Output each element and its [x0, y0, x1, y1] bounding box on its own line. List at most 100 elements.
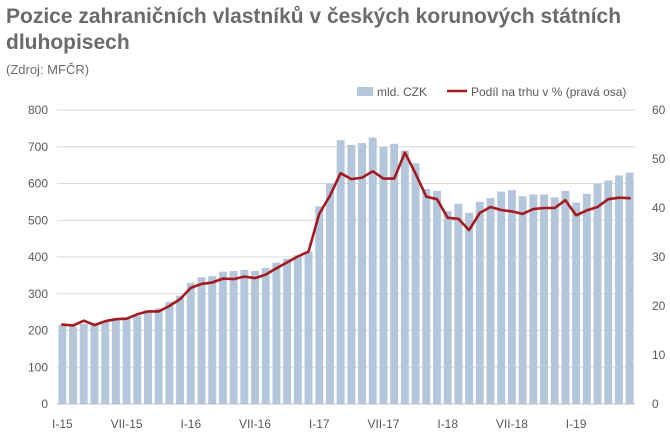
line-point	[147, 310, 149, 312]
bar	[529, 194, 538, 404]
bar	[154, 308, 163, 404]
bar	[604, 180, 613, 404]
line-point	[532, 208, 534, 210]
bar	[325, 183, 334, 404]
line-point	[115, 318, 117, 320]
line-point	[575, 214, 577, 216]
line-point	[211, 281, 213, 284]
bar	[358, 143, 367, 404]
bar	[293, 255, 302, 404]
bar	[176, 295, 185, 404]
line-point	[629, 197, 631, 199]
line-point	[168, 305, 170, 307]
bar	[240, 269, 249, 404]
bar	[144, 310, 152, 404]
bar	[304, 251, 313, 404]
legend-label-bars: mld. CZK	[377, 85, 427, 99]
y-tick-label: 200	[28, 324, 48, 338]
line-point	[297, 255, 299, 258]
line-point	[596, 206, 599, 208]
bar	[625, 172, 634, 404]
x-tick-label: I-15	[52, 417, 73, 431]
x-tick-label: VII-15	[111, 417, 143, 431]
bar	[582, 193, 591, 404]
y-tick-label: 400	[28, 250, 48, 264]
line-point	[425, 196, 427, 198]
line-point	[607, 198, 609, 200]
bar	[251, 270, 259, 404]
line-point	[468, 229, 470, 231]
bar	[283, 258, 292, 404]
bar	[411, 163, 420, 404]
bar	[443, 211, 452, 404]
bar	[208, 276, 217, 404]
bar	[272, 262, 281, 404]
y2-tick-label: 50	[652, 152, 666, 166]
bar	[550, 197, 559, 404]
gridlines	[57, 109, 635, 405]
line-point	[307, 251, 310, 253]
y-tick-label: 500	[28, 213, 48, 227]
bar	[518, 196, 527, 404]
bar	[69, 326, 78, 404]
line-point	[104, 320, 106, 322]
line-point	[479, 212, 481, 214]
bar	[58, 324, 67, 404]
line-point	[457, 218, 459, 220]
x-tick-label: I-19	[566, 417, 587, 431]
bar	[486, 198, 495, 404]
bar	[507, 190, 516, 404]
bar	[540, 194, 548, 404]
line-point	[511, 210, 513, 213]
y-tick-label: 800	[28, 103, 48, 117]
line-point	[254, 277, 256, 279]
y2-tick-label: 10	[652, 348, 666, 362]
line-point	[275, 267, 278, 269]
line-point	[618, 197, 620, 199]
line-point	[436, 198, 438, 200]
line-point	[265, 274, 267, 276]
line-point	[125, 318, 128, 320]
bar	[90, 323, 99, 404]
x-tick-label: I-18	[437, 417, 458, 431]
line-point	[500, 209, 502, 211]
line-point	[340, 172, 342, 174]
bar	[197, 277, 206, 404]
y-tick-label: 600	[28, 177, 48, 191]
legend: mld. CZK Podíl na trhu v % (pravá osa)	[357, 85, 626, 99]
bar	[218, 271, 227, 404]
y-tick-label: 700	[28, 140, 48, 154]
bar	[315, 206, 324, 404]
legend-label-line: Podíl na trhu v % (pravá osa)	[471, 85, 626, 99]
line-point	[414, 173, 417, 175]
bar	[186, 282, 195, 404]
chart-title: Pozice zahraničních vlastníků v českých …	[6, 5, 622, 54]
line-point	[93, 324, 96, 326]
y-tick-label: 300	[28, 287, 48, 301]
chart-source: (Zdroj: MFČR)	[6, 62, 90, 77]
y-tick-label: 0	[41, 397, 48, 411]
line-point	[489, 206, 492, 208]
y2-tick-label: 0	[652, 397, 659, 411]
bar	[422, 189, 431, 404]
bar	[465, 212, 474, 404]
line-point	[382, 178, 385, 180]
line-point	[190, 287, 192, 289]
y2-tick-label: 20	[652, 299, 666, 313]
x-tick-label: I-17	[309, 417, 330, 431]
line-point	[222, 277, 224, 280]
bar	[390, 143, 399, 404]
bar	[347, 144, 356, 404]
bar	[379, 146, 388, 404]
line-series	[61, 151, 631, 327]
legend-swatch-bars	[357, 87, 373, 96]
bar	[433, 190, 441, 404]
line-point	[404, 152, 406, 154]
bar-series	[58, 137, 634, 404]
line-point	[200, 283, 203, 285]
line-point	[136, 313, 138, 315]
bar	[561, 190, 570, 404]
bar	[368, 137, 377, 404]
bar	[133, 315, 142, 404]
line-point	[318, 213, 320, 215]
